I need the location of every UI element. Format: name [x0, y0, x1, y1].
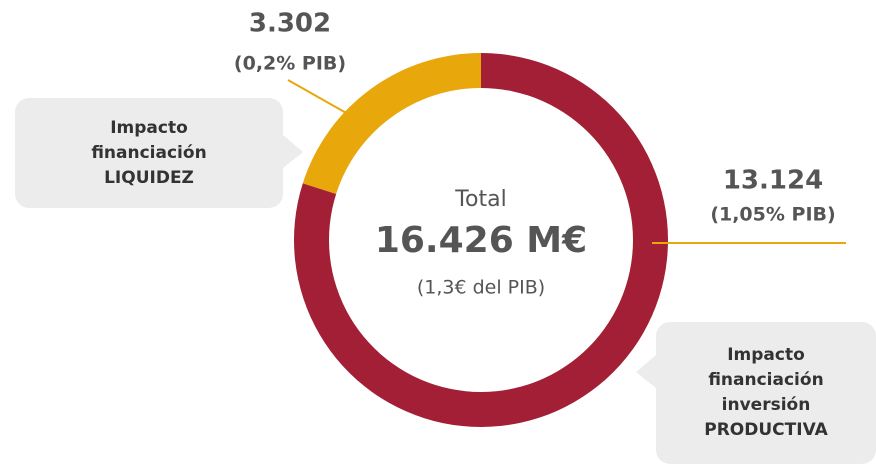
category-label: Impacto financiación LIQUIDEZ [15, 98, 283, 208]
bubble-pointer [636, 355, 656, 388]
category-text: Impacto financiación inversión PRODUCTIV… [704, 345, 828, 440]
bubble-pointer [283, 135, 303, 168]
center-total: 16.426 M€ [375, 220, 587, 261]
value-label: 3.302 [249, 9, 331, 39]
donut-segment [302, 53, 481, 194]
gdp-label: (0,2% PIB) [234, 53, 346, 75]
center-note: (1,3€ del PIB) [417, 277, 545, 299]
leader-line [287, 79, 349, 115]
gdp-label: (1,05% PIB) [710, 204, 835, 226]
category-text: Impacto financiación LIQUIDEZ [91, 117, 207, 188]
center-title: Total [454, 187, 506, 212]
category-label: Impacto financiación inversión PRODUCTIV… [656, 322, 876, 464]
value-label: 13.124 [723, 166, 823, 196]
